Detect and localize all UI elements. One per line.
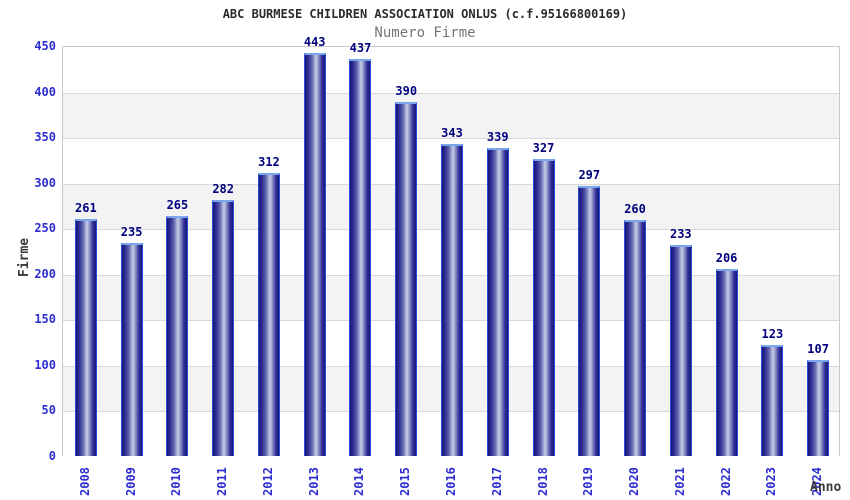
chart-title: ABC BURMESE CHILDREN ASSOCIATION ONLUS (… [222, 7, 628, 21]
bar-value-label: 390 [395, 83, 418, 98]
x-tick-2011: 2011 [215, 467, 230, 496]
bar-2021 [669, 244, 692, 456]
bar-2013 [303, 53, 326, 456]
bar-value-label: 339 [486, 130, 509, 145]
bar-2020 [624, 220, 647, 456]
bar-value-label: 107 [807, 341, 829, 356]
x-tick-2016: 2016 [444, 467, 458, 496]
bar-2024 [807, 359, 830, 456]
bar-2022 [715, 269, 738, 456]
x-tick-2009: 2009 [123, 467, 138, 496]
y-tick-350: 350 [34, 130, 56, 145]
gridline [63, 92, 839, 94]
chart-subtitle: Numero Firme [374, 25, 476, 41]
x-tick-2023: 2023 [764, 467, 779, 496]
y-tick-0: 0 [48, 449, 56, 463]
bar-value-label: 233 [669, 226, 692, 241]
x-tick-2018: 2018 [535, 467, 550, 496]
y-tick-50: 50 [41, 403, 56, 418]
bar-value-label: 282 [212, 182, 235, 197]
bar-value-label: 327 [532, 141, 555, 156]
bar-value-label: 297 [578, 168, 601, 183]
x-tick-2022: 2022 [718, 467, 733, 496]
bar-2008 [74, 219, 97, 456]
bar-2016 [441, 144, 463, 456]
bar-value-label: 206 [715, 251, 738, 266]
y-tick-250: 250 [34, 221, 56, 236]
x-tick-2008: 2008 [77, 467, 92, 496]
x-tick-2013: 2013 [306, 467, 321, 496]
bar-2019 [578, 186, 601, 456]
x-tick-2015: 2015 [398, 467, 413, 496]
bar-2023 [761, 344, 784, 456]
bar-2014 [349, 58, 372, 456]
x-tick-2019: 2019 [581, 467, 596, 496]
y-tick-150: 150 [34, 312, 56, 327]
bar-value-label: 123 [761, 326, 784, 341]
bar-value-label: 443 [303, 35, 326, 50]
bar-value-label: 312 [258, 154, 280, 169]
x-tick-2012: 2012 [260, 467, 275, 496]
x-axis-title: Anno [810, 480, 842, 495]
bar-2011 [212, 200, 235, 456]
x-tick-2010: 2010 [169, 467, 184, 496]
bar-2018 [532, 159, 555, 456]
y-tick-200: 200 [34, 266, 56, 281]
x-tick-2021: 2021 [672, 467, 687, 496]
y-tick-450: 450 [34, 39, 56, 53]
x-tick-2017: 2017 [489, 467, 504, 496]
gridline [63, 138, 839, 140]
bar-value-label: 343 [441, 126, 463, 141]
bar-2009 [120, 242, 143, 456]
plot-area: 261 235 265 282 312 443 437 390 343 339 327 297 260 2… [62, 35, 840, 457]
bar-2015 [395, 101, 418, 456]
y-tick-400: 400 [34, 84, 56, 99]
bar-2012 [257, 172, 280, 456]
bar-value-label: 437 [349, 40, 372, 55]
y-tick-100: 100 [34, 357, 56, 372]
plot-band [63, 47, 839, 93]
bar-value-label: 265 [166, 197, 189, 212]
bar-value-label: 260 [624, 202, 646, 217]
bar-2010 [166, 215, 189, 456]
bar-value-label: 261 [75, 201, 97, 216]
y-tick-300: 300 [34, 175, 56, 190]
plot-band [63, 92, 839, 139]
bar-value-label: 235 [120, 224, 143, 239]
x-tick-2014: 2014 [352, 467, 367, 496]
bar-2017 [486, 148, 509, 456]
x-tick-2020: 2020 [627, 467, 642, 496]
